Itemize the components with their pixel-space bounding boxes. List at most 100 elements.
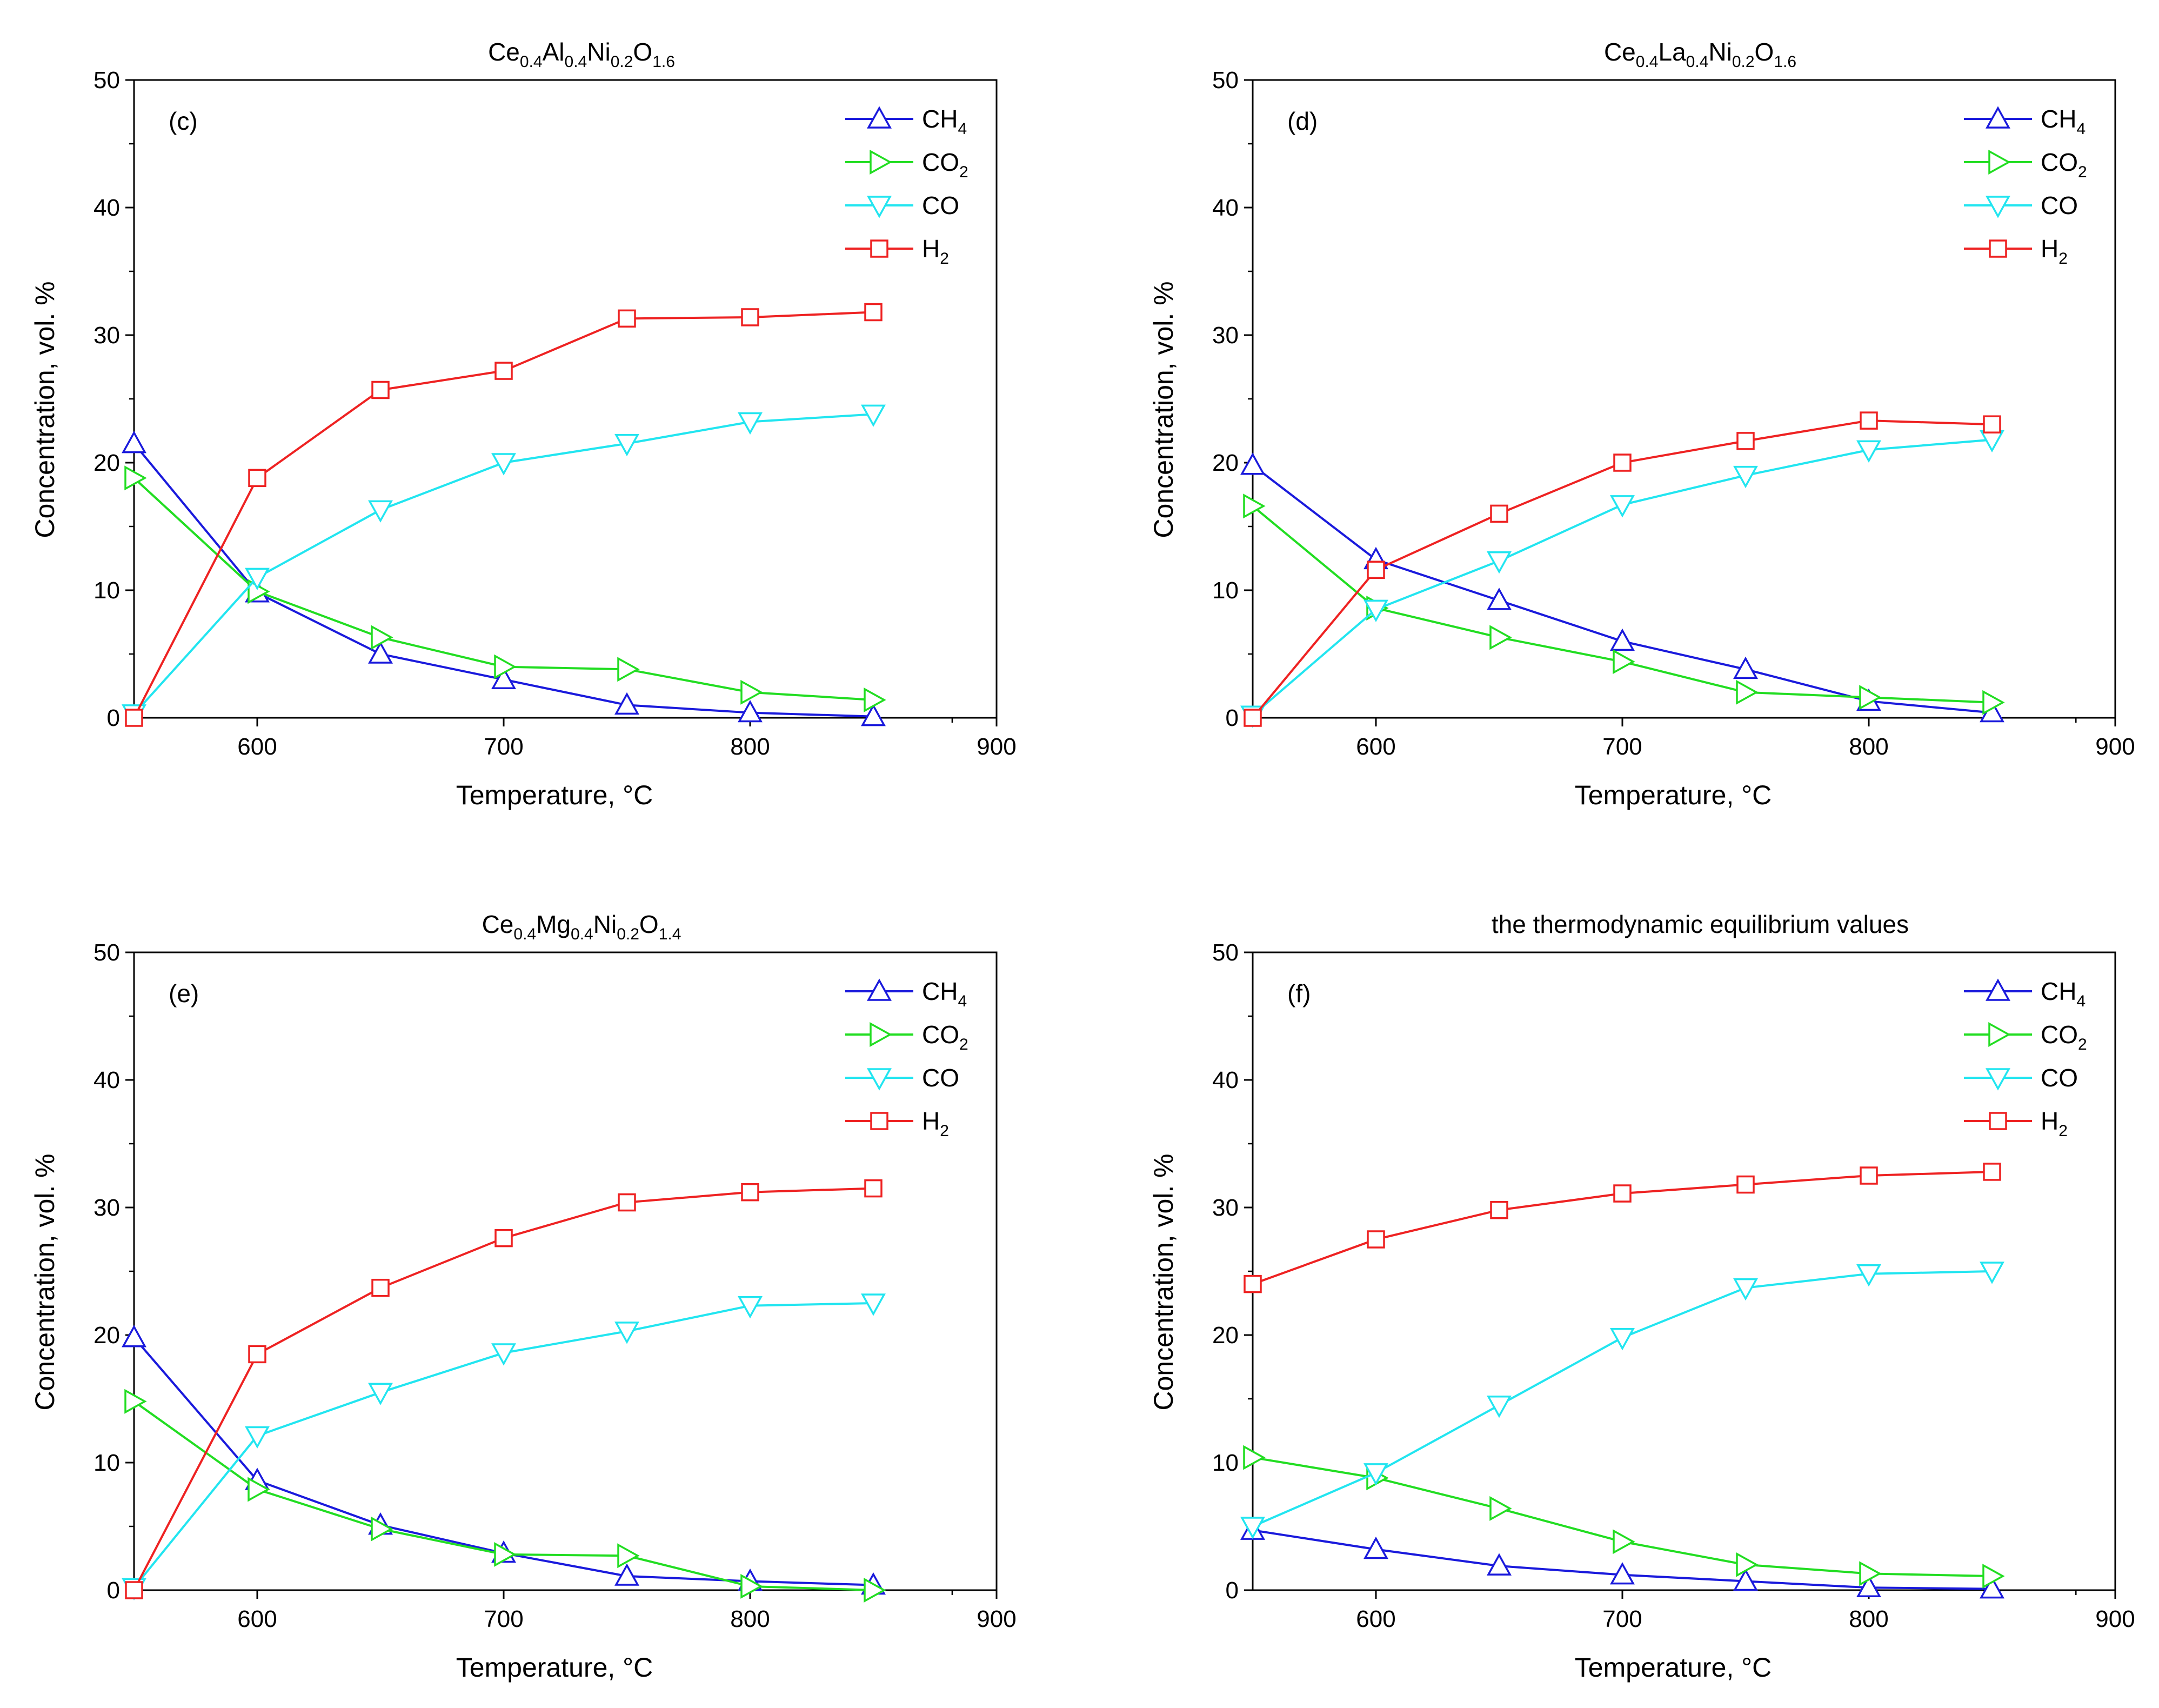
data-point-CO bbox=[738, 1296, 763, 1319]
x-tick-label: 900 bbox=[977, 733, 1016, 760]
y-tick-label: 50 bbox=[1212, 67, 1239, 94]
legend-label-CO2-part: CO bbox=[922, 1020, 959, 1049]
data-point-H2 bbox=[248, 469, 266, 488]
data-point-H2 bbox=[618, 309, 636, 328]
chart-title-part: Mg bbox=[536, 910, 571, 938]
legend-label-CO2-part: 2 bbox=[959, 1036, 968, 1053]
data-point-CH4 bbox=[122, 1325, 146, 1347]
data-point-H2 bbox=[125, 709, 143, 727]
legend-label-CO2-part: CO bbox=[2041, 148, 2078, 176]
y-tick-label: 30 bbox=[1212, 1195, 1239, 1221]
data-point-CH4 bbox=[1980, 1576, 2004, 1599]
data-point-CO2 bbox=[1982, 690, 2005, 715]
legend-label-CH4: CH4 bbox=[922, 977, 967, 1010]
series-CO2 bbox=[1243, 493, 2005, 715]
data-point-H2 bbox=[741, 308, 759, 326]
chart-title: the thermodynamic equilibrium values bbox=[1492, 910, 1909, 938]
x-axis-label: Temperature, °C bbox=[1575, 780, 1772, 810]
chart-title-part: Ni bbox=[1708, 38, 1732, 66]
x-tick-label: 800 bbox=[1849, 1606, 1888, 1632]
chart-panel-d: 0 10 20 30 40 50 600 700 800 900 Temperature, °C Co… bbox=[1148, 38, 2135, 810]
data-point-CO2 bbox=[371, 625, 393, 650]
data-point-CO bbox=[1733, 1278, 1758, 1301]
data-point-CO bbox=[245, 1426, 270, 1449]
legend-label-CO2-part: 2 bbox=[959, 163, 968, 181]
legend-label-CH4-part: 4 bbox=[2076, 120, 2086, 138]
legend-marker-H2 bbox=[870, 1112, 888, 1130]
y-tick-label: 0 bbox=[1226, 1577, 1239, 1604]
panel-label: (d) bbox=[1287, 107, 1318, 135]
legend-label-CO2: CO2 bbox=[2041, 148, 2087, 181]
legend-marker-CH4 bbox=[867, 106, 892, 129]
chart-title-part: O bbox=[639, 910, 659, 938]
series-line-CO2 bbox=[1252, 1456, 1993, 1578]
chart-title-part: Ce bbox=[482, 910, 514, 938]
series-CO bbox=[1240, 430, 2004, 728]
x-axis-label: Temperature, °C bbox=[456, 780, 653, 810]
data-point-CH4 bbox=[1487, 1553, 1512, 1576]
data-point-CO2 bbox=[1859, 685, 1882, 710]
data-point-CO bbox=[368, 1383, 393, 1405]
data-point-CH4 bbox=[1610, 1562, 1635, 1585]
y-tick-label: 0 bbox=[1226, 705, 1239, 731]
data-point-H2 bbox=[125, 1581, 143, 1599]
y-axis-label: Concentration, vol. % bbox=[30, 281, 60, 538]
plot-frame bbox=[133, 951, 998, 1591]
legend-label-CH4: CH4 bbox=[2041, 977, 2086, 1010]
legend-label-CO2-part: 2 bbox=[2078, 163, 2087, 181]
data-point-H2 bbox=[1613, 453, 1632, 472]
legend-marker-CO2 bbox=[870, 150, 892, 175]
data-point-CO2 bbox=[864, 687, 886, 712]
data-point-CO2 bbox=[248, 1477, 270, 1502]
legend-marker-CO bbox=[867, 196, 892, 218]
data-point-H2 bbox=[864, 303, 883, 322]
legend-label-CH4-part: CH bbox=[922, 105, 958, 133]
data-point-H2 bbox=[1244, 1275, 1262, 1293]
data-point-CO2 bbox=[1243, 1445, 1266, 1470]
data-point-CO2 bbox=[1489, 625, 1512, 650]
data-point-H2 bbox=[371, 1278, 390, 1297]
legend-label-H2-part: H bbox=[2041, 235, 2058, 263]
x-tick-label: 800 bbox=[1849, 733, 1888, 760]
legend-label-CH4-part: CH bbox=[2041, 977, 2076, 1005]
chart-title-part: Ce bbox=[1604, 38, 1636, 66]
data-point-H2 bbox=[1736, 1175, 1755, 1194]
y-tick-label: 30 bbox=[1212, 322, 1239, 349]
data-point-H2 bbox=[1860, 411, 1878, 430]
legend-label-CO-part: CO bbox=[922, 1064, 959, 1092]
series-line-CO bbox=[1252, 1270, 1993, 1527]
x-tick-label: 600 bbox=[1356, 1606, 1395, 1632]
x-tick-label: 700 bbox=[1602, 733, 1642, 760]
legend-label-CH4-part: 4 bbox=[958, 120, 967, 138]
data-point-CO2 bbox=[1982, 1564, 2005, 1589]
series-CH4 bbox=[122, 430, 886, 726]
legend-marker-H2 bbox=[1989, 1112, 2007, 1130]
series-CH4 bbox=[1240, 1517, 2004, 1599]
legend-marker-CO bbox=[1986, 196, 2010, 218]
chart-title-part: O bbox=[1755, 38, 1774, 66]
data-point-CO2 bbox=[124, 465, 147, 491]
y-tick-label: 10 bbox=[93, 1450, 120, 1476]
data-point-CO bbox=[614, 1322, 639, 1344]
x-axis-label: Temperature, °C bbox=[1575, 1652, 1772, 1683]
data-point-CO bbox=[1610, 1327, 1635, 1351]
legend-label-H2: H2 bbox=[2041, 235, 2068, 268]
legend-label-H2-part: 2 bbox=[940, 1122, 949, 1140]
data-point-CO bbox=[491, 1343, 516, 1366]
y-tick-label: 40 bbox=[1212, 195, 1239, 221]
series-CO bbox=[1240, 1262, 2004, 1539]
data-point-CO2 bbox=[1736, 679, 1759, 705]
legend-label-H2-part: H bbox=[922, 1107, 940, 1135]
data-point-CO bbox=[1980, 1262, 2004, 1284]
x-tick-label: 900 bbox=[977, 1606, 1016, 1632]
legend-label-CO2: CO2 bbox=[2041, 1020, 2087, 1053]
chart-title-part: O bbox=[633, 38, 652, 66]
y-tick-label: 40 bbox=[93, 195, 120, 221]
data-point-CO2 bbox=[1859, 1561, 1882, 1586]
y-axis-label: Concentration, vol. % bbox=[1148, 281, 1179, 538]
plot-frame bbox=[1252, 79, 2116, 719]
x-tick-label: 700 bbox=[1602, 1606, 1642, 1632]
plot-frame bbox=[133, 79, 998, 719]
chart-title-part: Ni bbox=[593, 910, 617, 938]
